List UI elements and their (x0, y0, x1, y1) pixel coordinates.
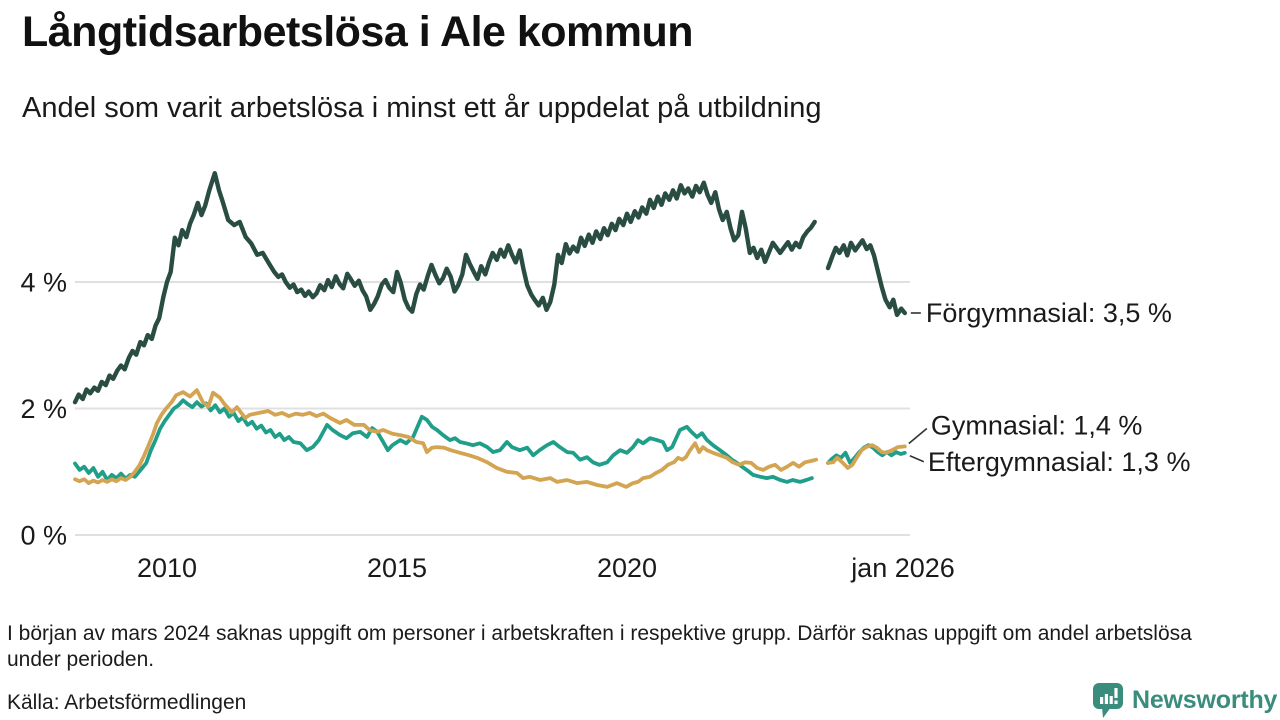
x-tick-label: 2020 (597, 553, 657, 583)
newsworthy-logo-icon (1093, 683, 1123, 718)
newsworthy-wordmark: Newsworthy (1132, 685, 1278, 714)
logo-bar-1 (1100, 697, 1104, 704)
series-line-eftergymnasial (826, 443, 907, 465)
series-line-gymnasial (73, 388, 818, 489)
series-line-förgymnasial (72, 171, 817, 405)
annotation-label-förgymnasial: Förgymnasial: 3,5 % (926, 298, 1172, 328)
y-tick-label: 2 % (20, 394, 67, 424)
footnote: I början av mars 2024 saknas uppgift om … (7, 622, 1192, 671)
annotation-label-eftergymnasial: Eftergymnasial: 1,3 % (928, 447, 1191, 477)
logo-exclamation-dot (1114, 700, 1118, 704)
source-label: Källa: Arbetsförmedlingen (7, 691, 247, 714)
chart-subtitle: Andel som varit arbetslösa i minst ett å… (22, 92, 822, 124)
x-tick-label: 2010 (137, 553, 197, 583)
series-line-förgymnasial (825, 238, 907, 318)
x-tick-label: jan 2026 (850, 553, 955, 583)
annotation-label-gymnasial: Gymnasial: 1,4 % (931, 410, 1143, 440)
annotation-leader-eftergymnasial (909, 455, 925, 463)
series-line-gymnasial (826, 443, 907, 470)
y-tick-label: 0 % (20, 521, 67, 551)
logo-exclamation-bar (1114, 688, 1118, 698)
page-title: Långtidsarbetslösa i Ale kommun (22, 8, 694, 56)
annotation-leader-gymnasial (908, 427, 928, 445)
x-tick-label: 2015 (367, 553, 427, 583)
y-tick-label: 4 % (20, 268, 67, 298)
logo-bar-3 (1109, 696, 1113, 704)
newsworthy-logo: Newsworthy (1093, 681, 1277, 719)
logo-bar-2 (1104, 694, 1108, 704)
logo-bubble-tail (1102, 707, 1111, 718)
series-line-eftergymnasial (73, 398, 814, 484)
